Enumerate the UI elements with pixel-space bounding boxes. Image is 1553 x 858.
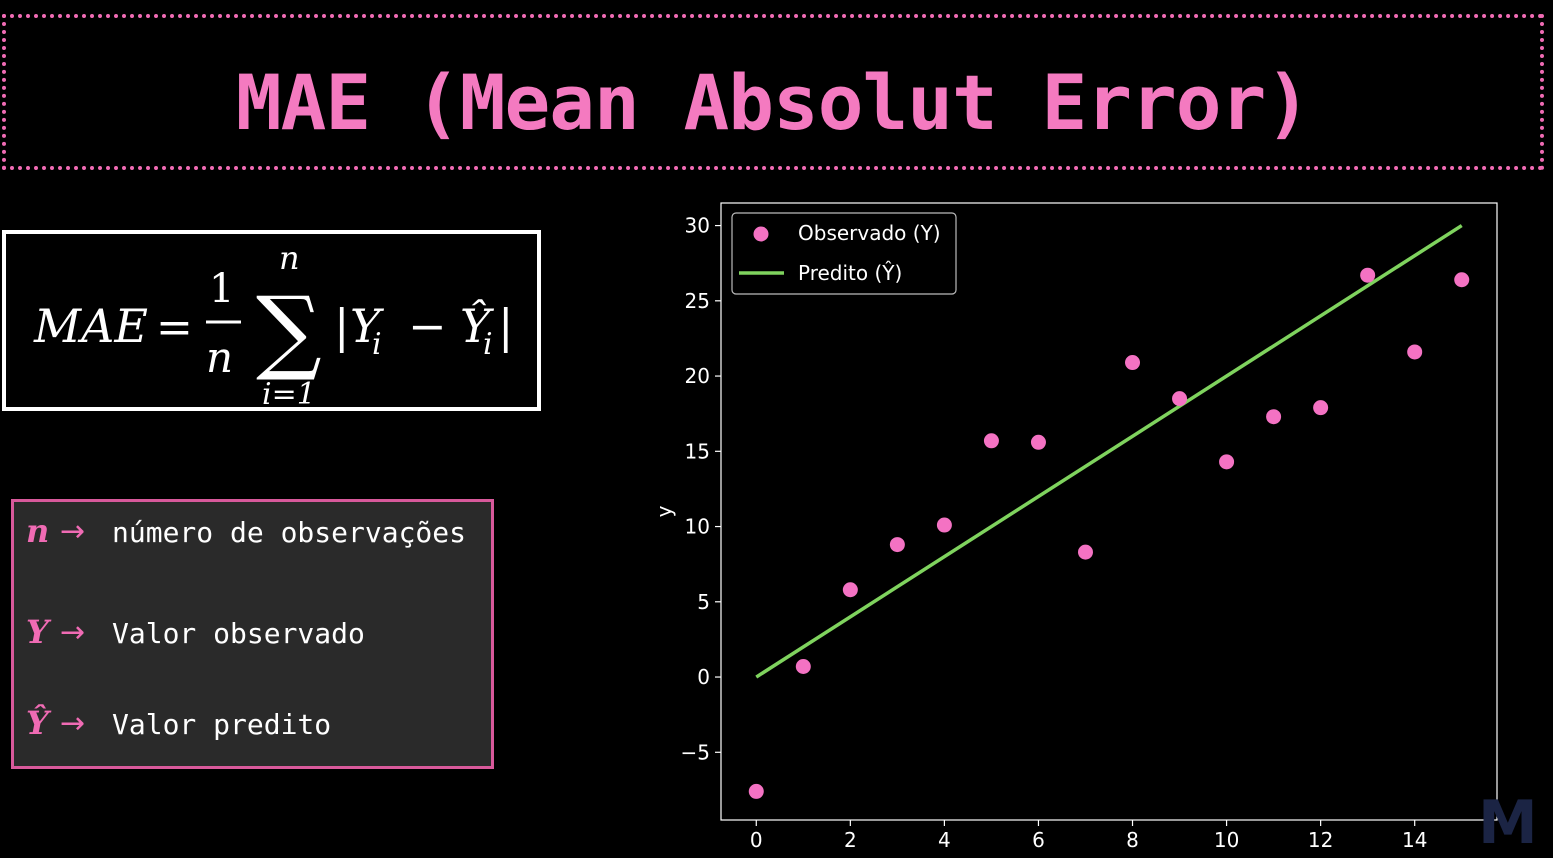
sum-lower: i=1 bbox=[262, 377, 316, 412]
term-yhat-sub: i bbox=[483, 327, 493, 362]
mae-formula: MAE = 1 n n ∑ i=1 | Y i − Ŷ i | bbox=[33, 239, 514, 412]
observed-point bbox=[983, 433, 999, 449]
observed-point bbox=[936, 517, 952, 533]
observed-point bbox=[1407, 344, 1423, 360]
formula-minus: − bbox=[408, 299, 447, 353]
observed-point bbox=[748, 783, 764, 799]
sum-upper: n bbox=[279, 239, 300, 277]
formula-box: MAE = 1 n n ∑ i=1 | Y i − Ŷ i | bbox=[2, 230, 541, 412]
legend-label-predicted: Predito (Ŷ) bbox=[798, 261, 902, 285]
observed-point bbox=[1454, 272, 1470, 288]
observed-point bbox=[1125, 355, 1141, 371]
y-tick-label: 20 bbox=[685, 364, 710, 388]
legend-text: Valor predito bbox=[112, 708, 332, 741]
y-tick-label: 15 bbox=[685, 439, 710, 463]
title-banner: MAE (Mean Absolut Error) bbox=[2, 14, 1544, 170]
abs-close: | bbox=[498, 299, 514, 353]
observed-point bbox=[1313, 400, 1329, 416]
observed-point bbox=[842, 582, 858, 598]
observed-point bbox=[795, 659, 811, 675]
arrow-right-icon: → bbox=[60, 706, 86, 741]
legend-marker-observed bbox=[753, 226, 769, 242]
term-y-sub: i bbox=[372, 327, 382, 362]
x-tick-label: 0 bbox=[750, 828, 763, 849]
y-tick-label: 25 bbox=[685, 289, 710, 313]
x-tick-label: 6 bbox=[1032, 828, 1045, 849]
observed-point bbox=[1077, 544, 1093, 560]
y-axis-label: y bbox=[652, 505, 676, 517]
formula-lhs: MAE bbox=[33, 299, 148, 353]
x-tick-label: 14 bbox=[1402, 828, 1427, 849]
legend-symbol: n bbox=[26, 512, 50, 550]
scatter-chart: −5 0 5 10 15 20 25 30 0 2 4 6 8 10 12 14 y Observado (Y) P… bbox=[652, 202, 1498, 849]
plot-frame bbox=[720, 202, 1498, 821]
observed-point bbox=[1219, 454, 1235, 470]
x-tick-label: 8 bbox=[1126, 828, 1139, 849]
x-tick-label: 10 bbox=[1214, 828, 1239, 849]
observed-point bbox=[1360, 267, 1376, 283]
y-tick-label: −5 bbox=[681, 740, 710, 764]
channel-logo: M bbox=[1478, 788, 1538, 858]
legend-symbol: Ŷ bbox=[26, 704, 49, 742]
observed-point bbox=[1266, 409, 1282, 425]
formula-equals: = bbox=[156, 302, 193, 353]
legend-text: número de observações bbox=[112, 516, 467, 549]
chart-legend bbox=[731, 212, 957, 295]
sum-sign: ∑ bbox=[256, 277, 322, 384]
legend-symbol: Y bbox=[26, 613, 49, 651]
formula-denominator: n bbox=[206, 333, 233, 382]
term-y: Y bbox=[350, 299, 385, 353]
x-tick-label: 4 bbox=[938, 828, 951, 849]
x-tick-label: 2 bbox=[844, 828, 857, 849]
observed-point bbox=[1030, 434, 1046, 450]
observed-point bbox=[1172, 391, 1188, 407]
y-tick-label: 5 bbox=[697, 590, 710, 614]
arrow-right-icon: → bbox=[60, 514, 86, 549]
legend-label-observed: Observado (Y) bbox=[798, 221, 941, 245]
observed-point bbox=[889, 537, 905, 553]
predicted-line bbox=[755, 224, 1463, 679]
legend-text: Valor observado bbox=[112, 617, 365, 650]
y-tick-label: 0 bbox=[697, 665, 710, 689]
page-title: MAE (Mean Absolut Error) bbox=[235, 58, 1311, 147]
symbol-legend: n → número de observações Y → Valor obse… bbox=[11, 499, 494, 769]
formula-numerator: 1 bbox=[209, 266, 234, 312]
y-tick-label: 10 bbox=[685, 515, 710, 539]
term-yhat: Ŷ bbox=[460, 298, 495, 353]
abs-open: | bbox=[334, 299, 350, 353]
x-tick-label: 12 bbox=[1308, 828, 1333, 849]
y-tick-label: 30 bbox=[685, 214, 710, 238]
arrow-right-icon: → bbox=[60, 615, 86, 650]
